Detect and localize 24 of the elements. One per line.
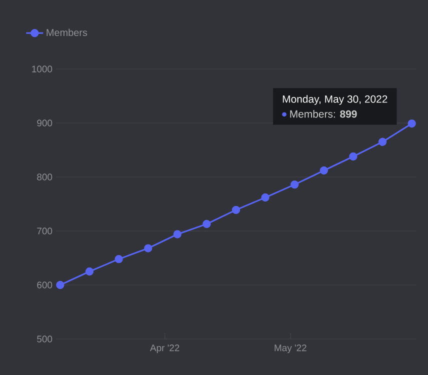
x-tick-label: May '22 [274,344,306,354]
y-tick-label: 900 [37,120,52,126]
point [349,152,358,161]
y-tick-label: 500 [37,336,52,342]
point [56,280,64,290]
point [173,230,182,238]
point [144,244,152,252]
x-tick-label: Apr '22 [150,344,180,354]
point [378,138,387,146]
legend-label: Members [46,28,88,36]
annotation: Monday, May 30, 2022 [282,95,388,105]
point [290,180,299,189]
y-tick-label: 1000 [32,66,52,72]
y-tick-label: 600 [37,282,52,288]
point [85,267,94,276]
point [320,166,328,175]
point [202,220,211,228]
y-tick-label: 800 [37,174,52,180]
point [232,206,240,214]
y-tick-label: 700 [37,228,52,234]
point [261,193,270,202]
point [408,119,416,128]
annotation: Members: 899 [290,110,357,118]
point [114,254,123,264]
